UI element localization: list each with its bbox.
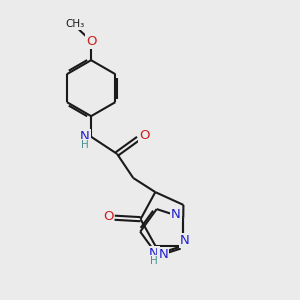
Text: O: O bbox=[140, 129, 150, 142]
Text: H: H bbox=[81, 140, 88, 150]
Text: N: N bbox=[171, 208, 181, 221]
Text: CH₃: CH₃ bbox=[65, 19, 85, 29]
Text: O: O bbox=[103, 210, 113, 223]
Text: N: N bbox=[180, 234, 190, 247]
Text: N: N bbox=[149, 247, 159, 260]
Text: O: O bbox=[86, 34, 96, 48]
Text: H: H bbox=[150, 256, 158, 266]
Text: N: N bbox=[80, 130, 89, 143]
Text: N: N bbox=[158, 248, 168, 261]
